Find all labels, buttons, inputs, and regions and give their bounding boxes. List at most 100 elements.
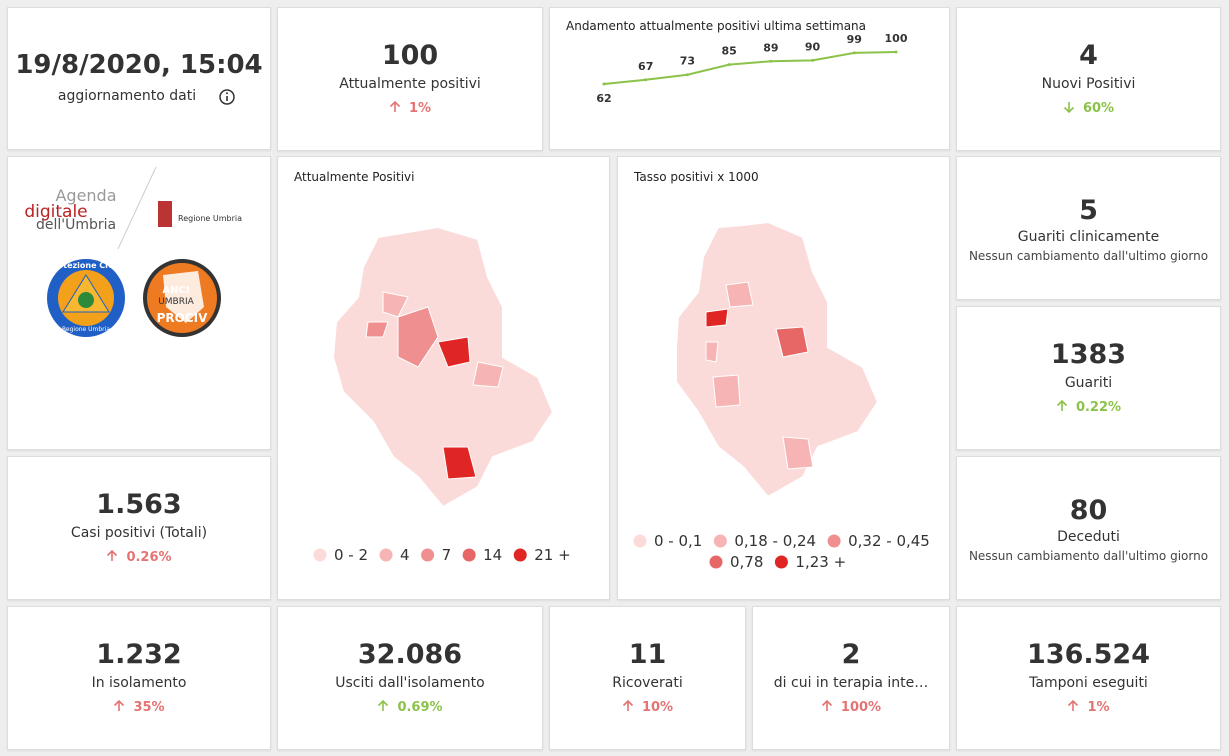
change-text: 1% <box>1087 700 1110 715</box>
legend-label: 0,32 - 0,45 <box>848 532 930 550</box>
kpi-change: 10% <box>550 699 745 715</box>
change-text: 60% <box>1082 101 1115 116</box>
divider <box>117 166 157 250</box>
kpi-label: Usciti dall'isolamento <box>335 675 485 691</box>
update-datetime: 19/8/2020, 15:04 <box>15 50 263 80</box>
trend-point <box>602 82 606 86</box>
area <box>712 374 741 408</box>
kpi-card: 1.563 Casi positivi (Totali) 0.26% <box>7 456 271 600</box>
kpi-label: Ricoverati <box>612 675 683 691</box>
legend-label: 0,18 - 0,24 <box>734 532 816 550</box>
logo-text: UMBRIA <box>158 297 194 307</box>
data-label: 85 <box>721 45 736 58</box>
update-card: 19/8/2020, 15:04 aggiornamento dati <box>7 7 271 150</box>
kpi-value: 5 <box>1079 195 1098 226</box>
kpi-note: Nessun cambiamento dall'ultimo giorno <box>968 249 1209 263</box>
legend-label: 0,78 <box>730 553 763 571</box>
trend-arrow <box>1068 699 1079 711</box>
data-label: 100 <box>885 32 908 45</box>
kpi-label: Nuovi Positivi <box>1041 76 1136 92</box>
arrow-path <box>378 699 389 711</box>
kpi-change: 1% <box>957 699 1220 715</box>
trend-point <box>644 78 648 82</box>
area <box>705 341 719 363</box>
logo-text: Protezione Civile <box>48 261 125 270</box>
map: 0 - 2 4 7 14 21 + <box>313 225 571 564</box>
area <box>442 446 477 480</box>
change-text: 0.69% <box>397 700 443 715</box>
kpi-card: 4 Nuovi Positivi 60% <box>956 7 1221 151</box>
kpi-change: 60% <box>957 101 1220 116</box>
arrow-path <box>107 549 118 561</box>
logo-text: digitale <box>24 202 87 222</box>
change-text: 1% <box>408 101 432 116</box>
logo-text: Agenda <box>55 186 116 205</box>
legend-label: 0 - 0,1 <box>654 532 702 550</box>
legend-label: 7 <box>442 546 452 564</box>
kpi-label: Attualmente positivi <box>339 76 481 92</box>
legend-swatch <box>462 548 476 562</box>
trend-arrow <box>389 100 401 112</box>
kpi-card: 80 Deceduti Nessun cambiamento dall'ultimo… <box>956 456 1221 600</box>
kpi-card: 2 di cui in terapia inte… 100% <box>752 606 950 750</box>
trend-arrow <box>114 699 125 711</box>
arrow-path <box>389 100 401 112</box>
kpi-change: 100% <box>753 699 949 715</box>
data-label: 67 <box>638 60 653 73</box>
trend-arrow <box>1063 102 1075 114</box>
trend-line <box>603 51 897 85</box>
info-icon[interactable] <box>218 88 236 106</box>
legend-label: 1,23 + <box>795 553 846 571</box>
kpi-value: 32.086 <box>357 639 463 670</box>
map-card: Attualmente Positivi 0 - 2 4 7 14 21 + <box>277 156 610 600</box>
kpi-value: 1.232 <box>96 639 182 670</box>
legend-label: 14 <box>483 546 502 564</box>
kpi-value: 100 <box>381 40 439 71</box>
kpi-label: di cui in terapia inte… <box>773 675 929 691</box>
kpi-value: 136.524 <box>1027 639 1150 670</box>
map-title: Tasso positivi x 1000 <box>634 170 759 184</box>
kpi-change: 0.26% <box>8 549 270 565</box>
kpi-label: Guariti <box>1064 375 1113 391</box>
trend-point <box>894 50 898 54</box>
kpi-value: 11 <box>628 639 667 670</box>
change-text: 35% <box>133 700 165 715</box>
trend-card: Andamento attualmente positivi ultima se… <box>549 7 950 150</box>
trend-point <box>811 58 815 62</box>
kpi-note: Nessun cambiamento dall'ultimo giorno <box>968 549 1209 563</box>
trend-arrow <box>821 699 832 711</box>
region-shape <box>331 225 555 509</box>
kpi-change: 35% <box>8 699 270 715</box>
kpi-label: Casi positivi (Totali) <box>70 525 208 541</box>
legend-swatch <box>633 534 647 548</box>
legend-swatch <box>709 555 723 569</box>
kpi-card: 11 Ricoverati 10% <box>549 606 746 750</box>
kpi-value: 80 <box>1069 495 1108 526</box>
legend-swatch <box>713 534 727 548</box>
arrow-path <box>1063 102 1075 114</box>
regione-logo <box>158 201 172 227</box>
kpi-label: Tamponi eseguiti <box>1029 675 1148 691</box>
trend-point <box>769 59 773 63</box>
area <box>472 361 504 388</box>
logo-text: Regione Umbria <box>62 326 110 333</box>
change-text: 100% <box>840 700 882 715</box>
arrow-path <box>622 699 634 711</box>
area <box>775 326 809 358</box>
logo-text: ANCI <box>162 285 189 296</box>
update-label: aggiornamento dati <box>57 88 197 104</box>
logos: Agenda digitale dell'Umbria Regione Umbr… <box>24 166 242 337</box>
arrow-path <box>1068 699 1079 711</box>
trend-arrow <box>1056 399 1068 411</box>
kpi-label: Guariti clinicamente <box>1017 229 1160 245</box>
legend-swatch <box>513 548 527 562</box>
trend-point <box>852 51 856 55</box>
kpi-value: 2 <box>841 639 861 670</box>
trend-point <box>727 63 731 67</box>
legend-swatch <box>827 534 841 548</box>
trend-point <box>685 73 689 77</box>
legend-label: 4 <box>400 546 410 564</box>
legend-swatch <box>379 548 393 562</box>
logo-text: dell'Umbria <box>36 217 116 233</box>
